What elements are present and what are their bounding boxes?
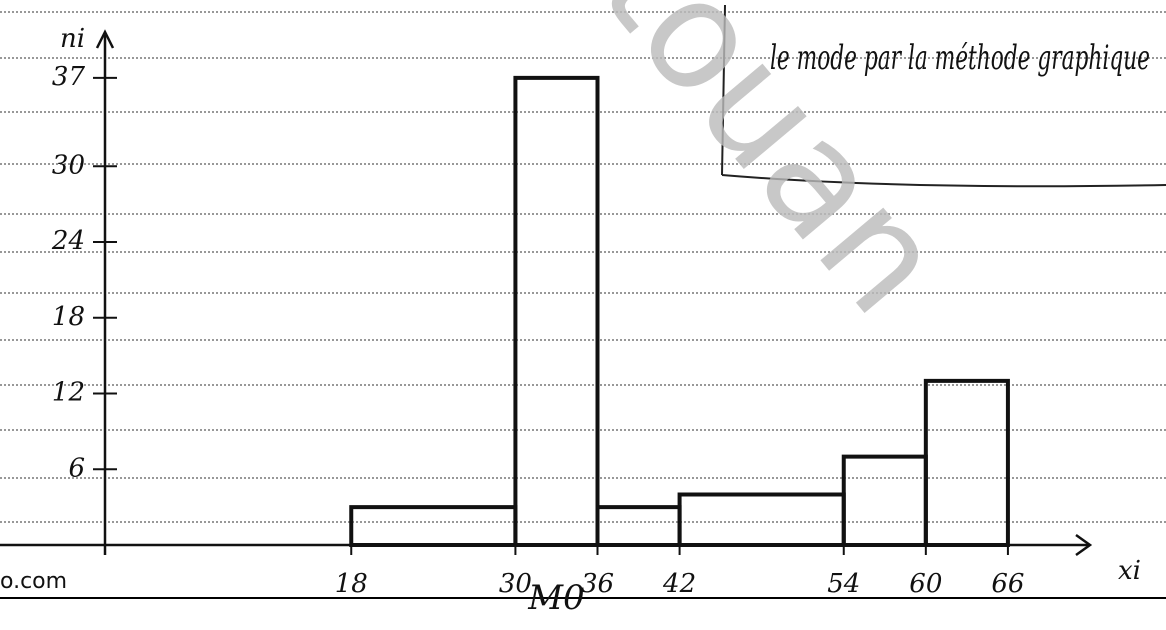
x-tick-label: 42 <box>662 569 696 599</box>
y-tick-label: 24 <box>51 226 85 256</box>
bar <box>680 495 844 546</box>
mode-label: M0 <box>527 578 584 618</box>
y-tick-label: 6 <box>68 453 85 483</box>
y-tick-label: 18 <box>52 302 85 332</box>
y-tick-label: 37 <box>52 62 86 92</box>
bar <box>926 381 1008 545</box>
x-axis-label: xi <box>1118 556 1141 586</box>
paper-lines <box>0 12 1166 522</box>
y-axis-label: ni <box>60 24 85 54</box>
x-tick-label: 60 <box>909 569 942 599</box>
chart: le mode par la méthode graphique etouan … <box>0 0 1166 630</box>
bar <box>598 507 680 545</box>
x-tick-label: 30 <box>499 569 532 599</box>
bar <box>844 457 926 545</box>
y-tick-label: 12 <box>52 378 85 408</box>
x-tick-label: 54 <box>827 569 860 599</box>
bar <box>351 507 515 545</box>
bar <box>515 78 597 545</box>
x-tick-label: 66 <box>991 569 1024 599</box>
x-tick-label: 36 <box>581 569 614 599</box>
site-label: o.com <box>0 569 67 594</box>
y-tick-label: 30 <box>52 150 85 180</box>
x-tick-label: 18 <box>335 569 368 599</box>
